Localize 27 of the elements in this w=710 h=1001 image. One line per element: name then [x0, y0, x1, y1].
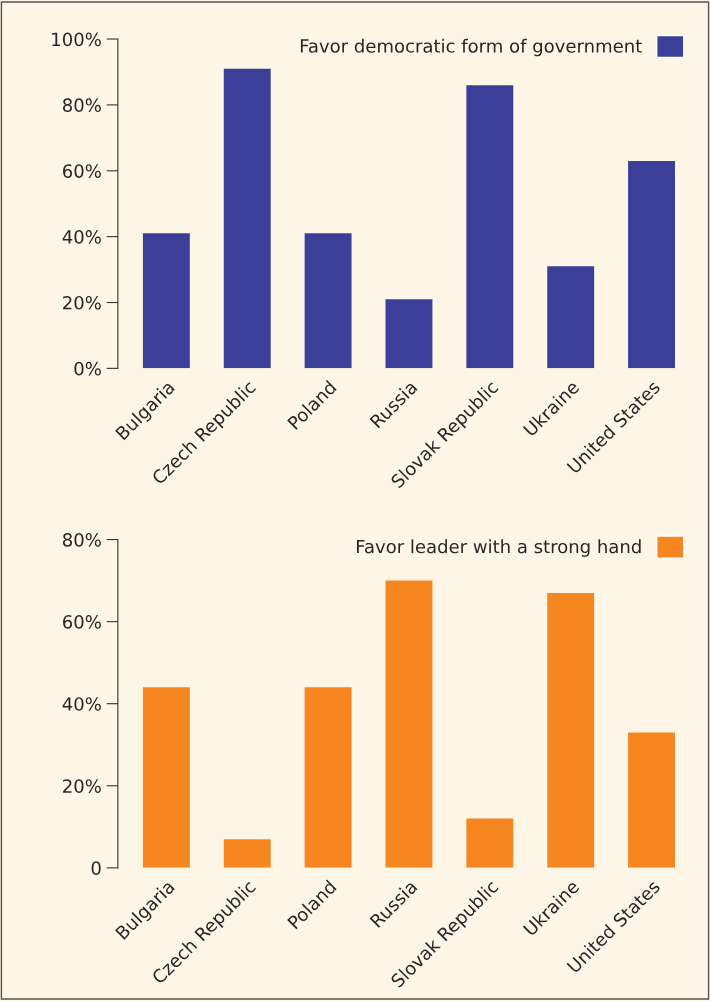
y-tick-label: 0% — [74, 361, 101, 376]
bar — [223, 839, 271, 868]
bar — [142, 233, 190, 369]
bar — [466, 85, 514, 369]
y-tick-label: 80% — [62, 533, 101, 547]
bar — [385, 299, 433, 369]
y-tick-label: 100% — [52, 32, 101, 47]
bar — [628, 732, 675, 868]
bar — [304, 233, 352, 369]
bar — [304, 687, 352, 868]
y-tick-label: 40% — [62, 697, 101, 711]
bar — [223, 68, 271, 369]
y-tick-label: 20% — [63, 779, 101, 793]
bar — [628, 160, 675, 369]
y-tick-label: 20% — [63, 295, 101, 310]
y-tick-label: 0 — [91, 861, 101, 875]
legend-label: Favor democratic form of government — [300, 38, 642, 57]
bar — [385, 580, 433, 868]
y-tick-label: 60% — [63, 615, 101, 629]
y-tick-label: 80% — [62, 98, 101, 113]
bar — [547, 266, 595, 369]
bar — [547, 592, 595, 868]
bar — [466, 818, 514, 868]
y-tick-label: 60% — [63, 164, 101, 178]
y-tick-label: 40% — [62, 230, 101, 244]
bar — [142, 687, 190, 868]
legend-label: Favor leader with a strong hand — [356, 539, 641, 557]
